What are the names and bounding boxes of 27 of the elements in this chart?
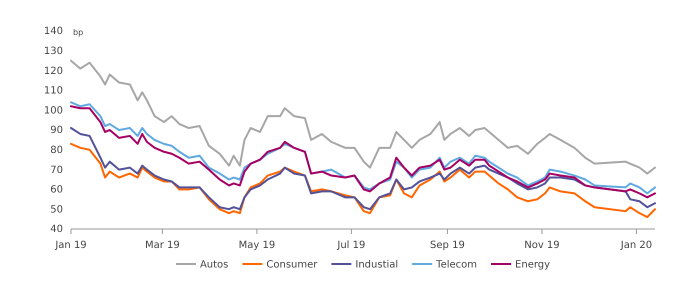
legend-label: Autos [200, 260, 228, 270]
x-tick-label: Sep 19 [430, 240, 465, 251]
x-tick-label: Nov 19 [524, 240, 560, 251]
y-tick-label: 120 [44, 66, 63, 77]
line-series [70, 127, 656, 210]
line-series [70, 142, 656, 218]
legend-label: Telecom [435, 260, 478, 270]
y-tick-label: 80 [50, 145, 63, 156]
y-tick-label: 130 [44, 46, 63, 57]
line-series [70, 60, 656, 175]
legend-label: Energy [515, 260, 550, 270]
legend-label: Consumer [266, 260, 318, 270]
y-tick-label: 70 [50, 164, 63, 176]
x-tick-label: Jan 19 [54, 240, 87, 251]
y-tick-label: 60 [50, 184, 63, 196]
y-tick-label: 110 [44, 86, 63, 97]
x-tick-label: Jul 19 [336, 240, 366, 251]
y-tick-label: 40 [50, 224, 63, 236]
x-tick-label: Mar 19 [145, 240, 180, 251]
y-tick-label: 90 [50, 125, 63, 136]
x-tick-label: May 19 [238, 240, 276, 251]
legend-label: Industial [355, 260, 398, 270]
y-tick-label: 50 [50, 204, 63, 216]
y-tick-label: 100 [44, 105, 63, 116]
y-tick-label: 140 [44, 26, 63, 38]
x-tick-label: Jan 20 [620, 240, 652, 251]
y-axis-title: bp [73, 28, 84, 37]
